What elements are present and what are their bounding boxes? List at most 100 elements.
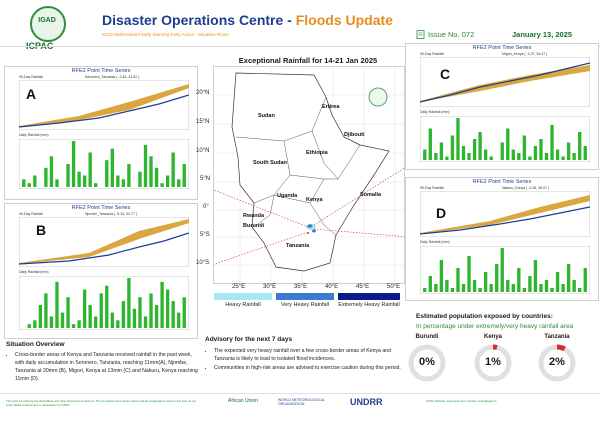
daily-rain-bar — [121, 301, 126, 328]
pct-tanzania: 2% — [549, 356, 565, 368]
rainfall-map — [205, 66, 410, 284]
label-djibouti: Djibouti — [344, 132, 365, 138]
label-somalia: Somalia — [360, 192, 382, 198]
daily-rain-bar — [506, 280, 510, 292]
lat-5n: 5°N — [200, 176, 211, 182]
daily-rain-bar — [154, 167, 159, 187]
lon-25e: 25°E — [232, 284, 246, 290]
daily-rain-bar — [506, 128, 510, 160]
panel-b-chart2-label: Daily Rainfall (mm) — [19, 270, 49, 274]
panel-b-site: Njombe_Tanzania ( -9.33, 34.77 ) — [85, 212, 137, 216]
label-sudan: Sudan — [258, 113, 275, 119]
label-burundi: Burundi — [243, 223, 265, 229]
rain-very-heavy-area — [307, 224, 313, 228]
panel-d-chart2-label: Daily Rainfall (mm) — [420, 240, 450, 244]
panel-c-site: Migori_Kenya ( -1.07, 34.47 ) — [502, 52, 548, 56]
rainfall-panel-c: RFE2 Point Time Series 90-Day Rainfall M… — [405, 43, 599, 170]
daily-rain-bar — [472, 280, 477, 292]
daily-rain-bar — [550, 125, 554, 160]
daily-rain-bar — [116, 320, 120, 328]
daily-rain-bar — [500, 142, 504, 160]
panel-d-cumulative-line — [420, 206, 590, 235]
daily-rain-bar — [539, 139, 543, 160]
daily-rain-bar — [94, 316, 98, 328]
panel-b-daily-chart — [19, 276, 189, 330]
panel-b-letter: B — [36, 222, 47, 238]
daily-rain-bar — [572, 153, 576, 160]
label-rwanda: Rwanda — [243, 213, 265, 219]
lat-5s: 5°S — [200, 232, 210, 238]
partner-undrr: UNDRR — [350, 397, 383, 407]
label-ethiopia: Ethiopia — [306, 150, 328, 156]
daily-rain-bar — [566, 142, 571, 160]
daily-rain-bar — [533, 146, 538, 160]
daily-rain-bar — [149, 156, 153, 187]
lat-10n: 10°N — [196, 148, 210, 154]
panel-d-chart1-label: 90-Day Rainfall — [420, 186, 444, 190]
title-main: Disaster Operations Centre - — [102, 12, 296, 28]
daily-rain-bar — [94, 183, 98, 187]
daily-rain-bar — [154, 304, 159, 328]
rain-very-heavy-area-2 — [312, 229, 316, 233]
donut-kenya — [474, 344, 512, 382]
daily-rain-bar — [517, 268, 521, 292]
daily-rain-bar — [77, 320, 81, 328]
daily-rain-bar — [105, 160, 109, 187]
label-south-sudan: South Sudan — [253, 160, 287, 166]
daily-rain-bar — [177, 179, 181, 187]
page-subtitle: IGAD Multi-Hazard Early Warning Early Ac… — [102, 32, 229, 37]
page-title: Disaster Operations Centre - Floods Upda… — [102, 12, 393, 28]
partner-wmo: WORLD METEOROLOGICAL ORGANIZATION — [278, 398, 325, 406]
daily-rain-bar — [66, 164, 70, 187]
daily-rain-bar — [517, 153, 521, 160]
rainfall-panel-d: RFE2 Point Time Series 90-Day Rainfall N… — [405, 177, 599, 301]
daily-rain-bar — [423, 288, 427, 292]
daily-rain-bar — [483, 272, 488, 292]
exposure-heading: Estimated population exposed by countrie… — [416, 313, 553, 320]
panel-c-daily-chart — [420, 116, 590, 162]
rainfall-panel-b: RFE2 Point Time Series 90-Day Rainfall N… — [4, 203, 198, 339]
panel-b-cumulative-chart — [19, 217, 189, 267]
daily-rain-bar — [511, 284, 515, 292]
daily-rain-bar — [550, 288, 554, 292]
daily-rain-bar — [472, 139, 477, 160]
daily-rain-bar — [428, 276, 432, 292]
panel-a-letter: A — [26, 86, 37, 102]
daily-rain-bar — [456, 118, 460, 160]
legend-extreme-swatch — [338, 293, 400, 300]
map-igad-logo — [368, 87, 388, 107]
daily-rain-bar — [528, 276, 532, 292]
panel-a-cumulative-line — [19, 94, 189, 128]
panel-c-cumulative-line — [420, 62, 590, 103]
issue-number: Issue No. 072 — [428, 30, 475, 39]
daily-rain-bar — [165, 175, 170, 187]
footer-divider — [0, 393, 600, 394]
document-icon — [416, 30, 425, 39]
daily-rain-bar — [138, 297, 142, 328]
daily-rain-bar — [439, 142, 444, 160]
daily-rain-bar — [110, 312, 114, 328]
donut-tanzania — [538, 344, 576, 382]
panel-d-site: Nakuru_Kenya ( -0.28, 36.07 ) — [502, 186, 550, 190]
daily-rain-bar — [467, 153, 471, 160]
panel-c-letter: C — [440, 66, 451, 82]
panel-a-chart1-label: 90-Day Rainfall — [19, 75, 43, 79]
daily-rain-bar — [583, 146, 587, 160]
daily-rain-bar — [528, 156, 532, 160]
daily-rain-bar — [583, 268, 587, 292]
daily-rain-bar — [478, 132, 482, 160]
panel-d-letter: D — [436, 205, 447, 221]
panel-a-site: Seronera_Tanzania ( -2.46, 34.82 ) — [85, 75, 140, 79]
daily-rain-bar — [171, 152, 175, 187]
daily-rain-bar — [127, 164, 131, 187]
daily-rain-bar — [461, 284, 466, 292]
panel-a-daily-chart — [19, 139, 189, 189]
daily-rain-bar — [434, 284, 438, 292]
igad-logo — [30, 6, 66, 42]
daily-rain-bar — [544, 153, 549, 160]
legend-very-heavy-label: Very Heavy Rainfall — [281, 302, 329, 308]
country-name-kenya: Kenya — [483, 334, 502, 340]
situation-body: Cross-border areas of Kenya and Tanzania… — [6, 351, 202, 384]
daily-rain-bar — [66, 297, 70, 328]
daily-rain-bar — [82, 175, 87, 187]
